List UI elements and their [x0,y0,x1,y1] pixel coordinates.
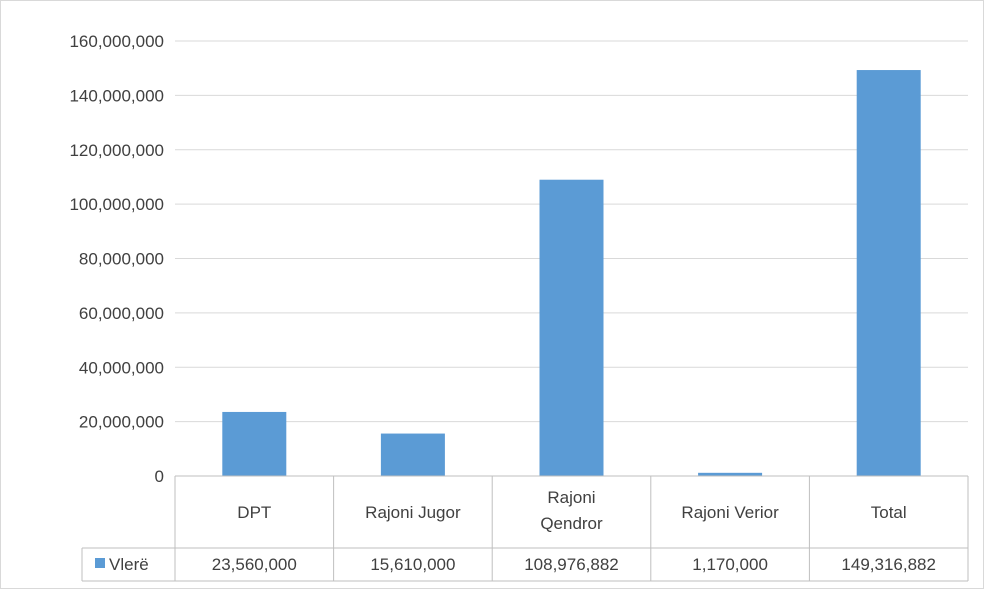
y-tick-label: 80,000,000 [79,250,164,269]
legend-label: Vlerë [109,555,149,574]
y-tick-label: 100,000,000 [69,195,164,214]
bar [380,433,445,476]
data-label: 108,976,882 [524,555,619,574]
bar [539,179,604,476]
category-label: Rajoni [547,488,595,507]
bar [856,70,921,476]
data-label: 149,316,882 [841,555,936,574]
category-label: Total [871,503,907,522]
category-label: Qendror [540,514,603,533]
data-label: 23,560,000 [212,555,297,574]
y-tick-label: 60,000,000 [79,304,164,323]
y-tick-label: 140,000,000 [69,86,164,105]
y-tick-label: 40,000,000 [79,358,164,377]
bar [698,472,763,476]
y-tick-label: 160,000,000 [69,32,164,51]
legend-swatch [95,558,105,568]
bar [222,411,287,476]
y-tick-label: 20,000,000 [79,413,164,432]
category-label: DPT [237,503,271,522]
category-label: Rajoni Verior [681,503,779,522]
data-label: 1,170,000 [692,555,768,574]
data-table: DPT Rajoni Jugor Rajoni Qendror Rajoni Verio… [81,475,969,582]
y-tick-label: 0 [155,467,164,486]
y-tick-label: 120,000,000 [69,141,164,160]
bars [222,70,921,476]
category-label: Rajoni Jugor [365,503,461,522]
y-axis-tick-labels: 0 20,000,000 40,000,000 60,000,000 80,000,00… [69,32,164,486]
data-label: 15,610,000 [370,555,455,574]
